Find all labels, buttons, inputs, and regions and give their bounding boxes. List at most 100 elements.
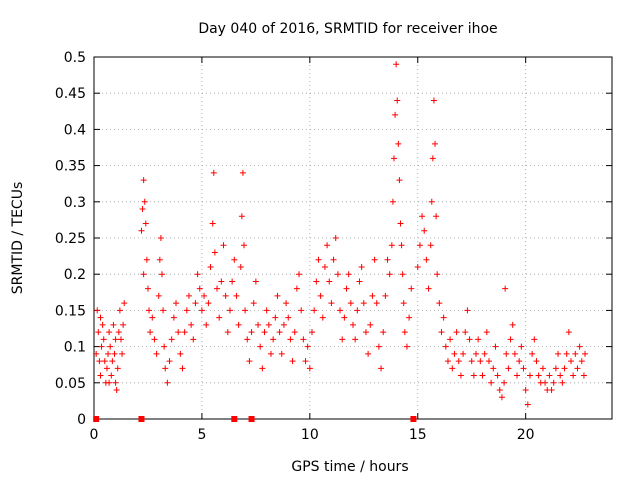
data-point xyxy=(112,336,119,343)
data-point xyxy=(93,350,100,357)
data-point xyxy=(436,300,443,307)
data-point xyxy=(156,256,163,263)
data-point xyxy=(238,213,245,220)
data-point xyxy=(511,350,518,357)
data-point xyxy=(170,314,177,321)
data-point xyxy=(205,300,212,307)
data-point xyxy=(466,336,473,343)
data-point xyxy=(252,278,259,285)
data-point xyxy=(582,350,589,357)
y-tick-label: 0.25 xyxy=(55,231,86,247)
x-axis-label: GPS time / hours xyxy=(291,459,408,475)
data-point xyxy=(362,329,369,336)
data-point xyxy=(401,329,408,336)
data-point xyxy=(280,321,287,328)
data-point xyxy=(113,387,120,394)
data-point xyxy=(433,213,440,220)
data-point xyxy=(97,314,104,321)
data-point xyxy=(496,387,503,394)
data-point xyxy=(505,365,512,372)
data-point xyxy=(201,292,208,299)
data-point xyxy=(341,314,348,321)
data-point xyxy=(183,307,190,314)
data-point xyxy=(110,321,117,328)
data-point xyxy=(140,271,147,278)
data-point xyxy=(392,111,399,118)
y-tick-label: 0.4 xyxy=(64,122,86,138)
data-point xyxy=(563,350,570,357)
data-point xyxy=(354,307,361,314)
data-point xyxy=(352,336,359,343)
data-point xyxy=(483,329,490,336)
x-tick-label: 20 xyxy=(517,427,535,443)
data-point xyxy=(188,321,195,328)
data-point xyxy=(416,242,423,249)
data-point xyxy=(539,365,546,372)
data-point xyxy=(173,300,180,307)
data-point xyxy=(522,387,529,394)
data-point xyxy=(488,379,495,386)
data-point xyxy=(246,358,253,365)
y-tick-label: 0.1 xyxy=(64,340,86,356)
data-point xyxy=(265,321,272,328)
data-point xyxy=(308,329,315,336)
y-tick-label: 0 xyxy=(77,412,86,428)
data-point xyxy=(158,271,165,278)
data-point xyxy=(507,336,514,343)
data-points xyxy=(93,61,589,422)
data-point xyxy=(270,336,277,343)
data-point xyxy=(317,292,324,299)
data-point xyxy=(399,271,406,278)
data-point xyxy=(397,220,404,227)
data-point xyxy=(139,206,146,213)
data-point xyxy=(157,235,164,241)
data-point xyxy=(350,321,356,328)
data-point xyxy=(481,350,488,357)
zero-value-marker xyxy=(138,416,145,422)
data-point xyxy=(235,321,242,328)
data-point xyxy=(432,140,439,147)
data-point xyxy=(552,365,559,372)
data-point xyxy=(365,350,372,357)
data-point xyxy=(216,314,223,321)
data-point xyxy=(142,220,149,227)
data-point xyxy=(98,343,105,350)
data-point xyxy=(386,271,393,278)
data-point xyxy=(229,278,236,285)
data-point xyxy=(296,271,303,278)
data-point xyxy=(181,329,188,336)
data-point xyxy=(434,271,441,278)
data-point xyxy=(574,365,581,372)
data-point xyxy=(429,155,436,162)
data-point xyxy=(138,227,145,234)
data-point xyxy=(388,242,395,249)
data-point xyxy=(121,300,128,307)
data-point xyxy=(151,336,158,343)
data-point xyxy=(427,242,434,249)
data-point xyxy=(457,372,464,379)
data-point xyxy=(546,372,553,379)
data-point xyxy=(250,300,257,307)
grid-lines xyxy=(94,57,612,419)
data-point xyxy=(394,97,401,104)
data-point xyxy=(283,300,290,307)
x-tick-label: 10 xyxy=(301,427,319,443)
axis-ticks: 0 0.05 0.1 0.15 0.2 0.25 0.3 0.35 0.4 0.45 0.5 0 5 10… xyxy=(55,50,612,443)
data-point xyxy=(460,350,467,357)
y-tick-label: 0.05 xyxy=(55,376,86,392)
data-point xyxy=(396,177,403,184)
data-point xyxy=(231,256,238,263)
data-point xyxy=(255,321,262,328)
data-point xyxy=(408,285,415,292)
data-point xyxy=(535,372,542,379)
y-tick-label: 0.45 xyxy=(55,86,86,102)
data-point xyxy=(144,285,151,292)
data-point xyxy=(101,358,108,365)
data-point xyxy=(112,379,119,386)
y-tick-label: 0.5 xyxy=(64,50,86,66)
data-point xyxy=(324,242,331,249)
data-point xyxy=(360,300,367,307)
data-point xyxy=(503,350,510,357)
data-point xyxy=(373,300,380,307)
data-point xyxy=(326,278,333,285)
